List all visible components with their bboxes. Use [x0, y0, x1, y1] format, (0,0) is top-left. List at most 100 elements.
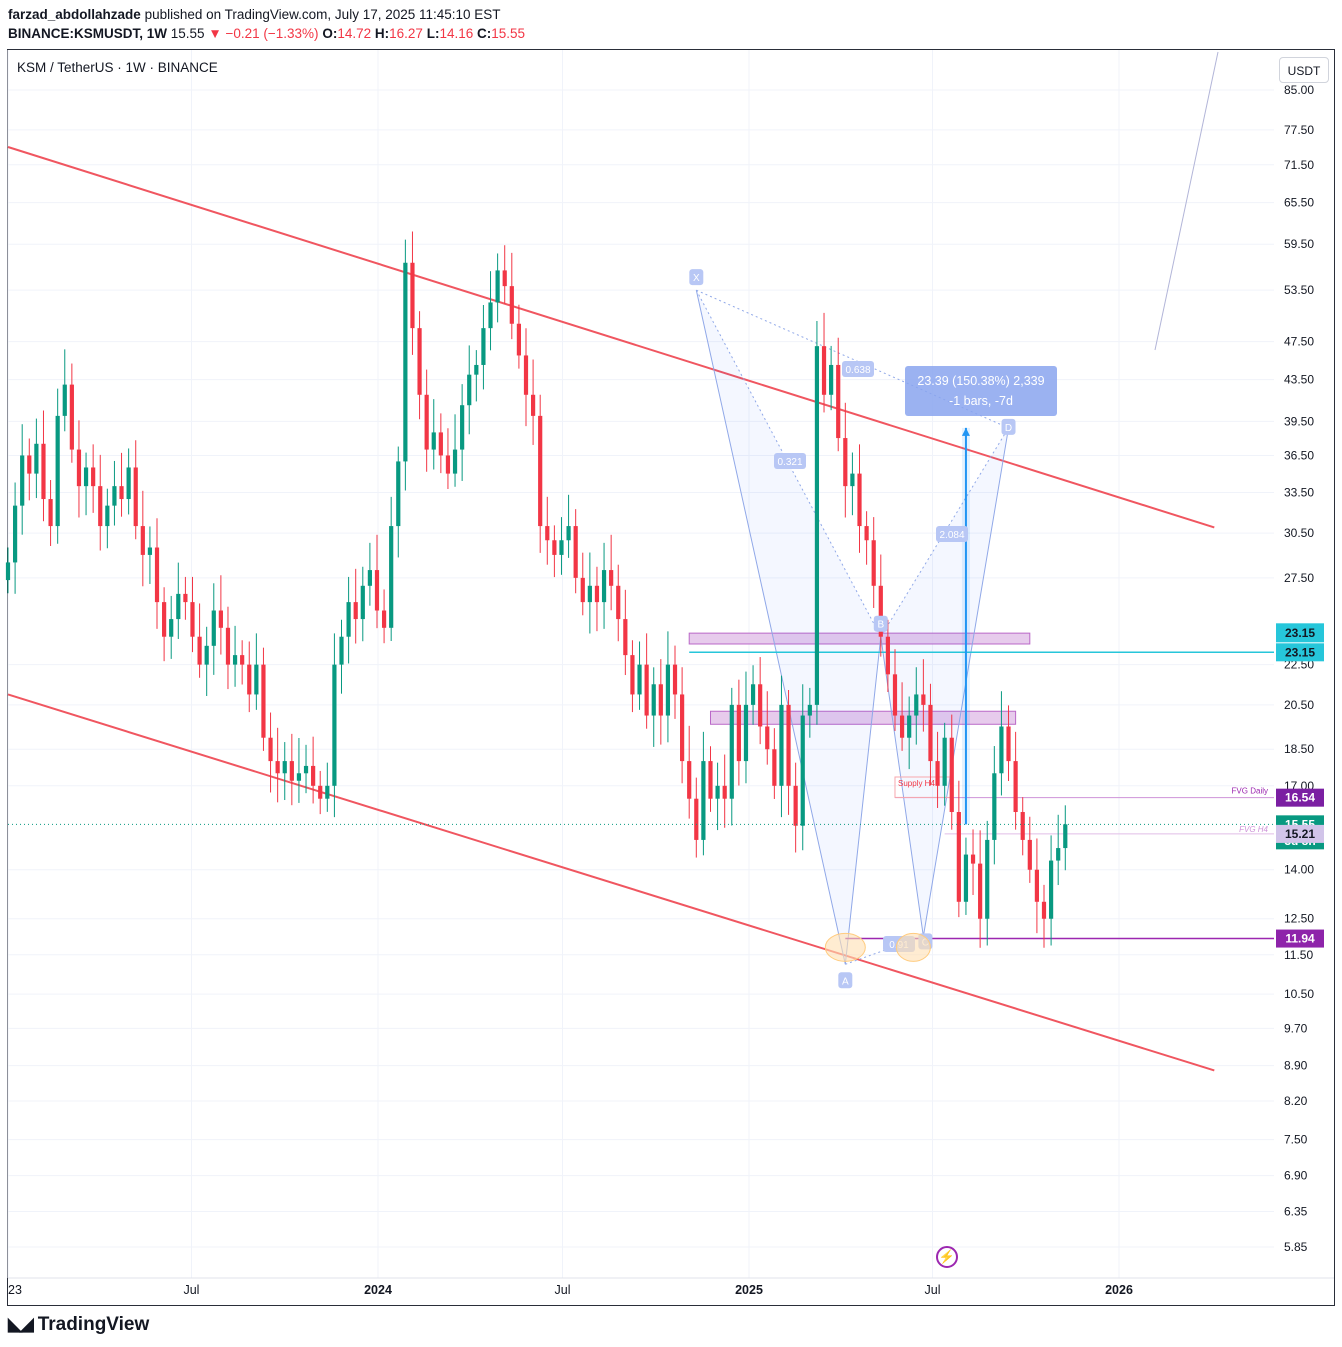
- price-tick-label: 59.50: [1284, 237, 1314, 251]
- candle-body: [403, 262, 408, 462]
- candle-body: [211, 610, 216, 646]
- candle-body: [601, 570, 607, 603]
- supply-zone: [688, 632, 1031, 645]
- candle-body: [360, 585, 365, 620]
- candle-body: [594, 585, 600, 603]
- candle-body: [169, 619, 174, 637]
- candle-body: [949, 737, 954, 813]
- candle-body: [530, 394, 536, 416]
- candle-body: [318, 785, 323, 799]
- candle-body: [892, 674, 898, 716]
- chart-legend: KSM / TetherUS · 1W · BINANCE: [17, 60, 218, 75]
- candle-body: [91, 467, 96, 487]
- time-tick-label: Jul: [925, 1283, 941, 1297]
- price-tick-label: 43.50: [1284, 373, 1314, 387]
- time-tick-label: 2025: [735, 1283, 763, 1297]
- currency-unit-button[interactable]: USDT: [1279, 57, 1329, 83]
- candle-body: [34, 443, 39, 474]
- candle-body: [658, 684, 663, 716]
- close-value: 15.55: [491, 26, 526, 41]
- ratio-label: 2.084: [939, 530, 964, 541]
- author-name[interactable]: farzad_abdollahzade: [8, 7, 141, 22]
- candle-body: [580, 577, 585, 603]
- candle-body: [353, 602, 358, 620]
- annotation-fvg-daily: FVG Daily: [1232, 787, 1268, 796]
- candle-body: [963, 854, 969, 902]
- candle-body: [474, 364, 479, 375]
- candle-body: [495, 270, 500, 303]
- candle-body: [154, 547, 160, 603]
- candle-body: [566, 526, 571, 541]
- candle-body: [758, 684, 763, 727]
- lightning-icon[interactable]: ⚡: [936, 1246, 958, 1268]
- price-tick-label: 33.50: [1284, 486, 1314, 500]
- candle-body: [126, 467, 131, 500]
- price-tick-label: 85.00: [1284, 83, 1314, 97]
- candle-body: [76, 449, 82, 487]
- trend-line: [1154, 51, 1219, 351]
- candle-body: [367, 570, 372, 586]
- open-label: O:: [322, 26, 338, 41]
- low-value: 14.16: [439, 26, 474, 41]
- candle-body: [985, 839, 990, 919]
- candle-body: [1034, 869, 1040, 902]
- price-tick-label: 27.50: [1284, 571, 1314, 585]
- candle-body: [133, 467, 138, 527]
- candle-body: [843, 438, 848, 487]
- price-tag-16-54-bg: [1276, 788, 1324, 807]
- candle-body: [637, 664, 642, 695]
- tradingview-logo[interactable]: ◣◢ TradingView: [8, 1314, 149, 1336]
- candle-body: [197, 636, 202, 665]
- candle-body: [552, 540, 557, 555]
- price-tick-label: 77.50: [1284, 123, 1314, 137]
- candle-body: [98, 486, 103, 527]
- harmonic-point-label: X: [693, 273, 700, 284]
- candle-body: [20, 455, 25, 506]
- chart-header: farzad_abdollahzade published on Trading…: [8, 5, 525, 43]
- measure-label-line1: 23.39 (150.38%) 2,339: [917, 374, 1044, 388]
- price-tick-label: 39.50: [1284, 414, 1314, 428]
- candle-body: [516, 323, 522, 356]
- bottom-highlight: [895, 932, 931, 962]
- candle-body: [162, 602, 167, 637]
- candle-body: [935, 761, 940, 786]
- candle-body: [829, 364, 834, 395]
- candle-body: [772, 749, 777, 786]
- price-tick-label: 6.90: [1284, 1169, 1308, 1183]
- price-tick-label: 8.90: [1284, 1059, 1308, 1073]
- candle-body: [885, 636, 890, 675]
- candle-body: [807, 704, 812, 716]
- candle-body: [644, 664, 649, 716]
- candle-body: [850, 473, 855, 487]
- publish-line: farzad_abdollahzade published on Trading…: [8, 5, 525, 24]
- price-tag-23-15-b: 23.15: [1285, 645, 1315, 659]
- candle-body: [410, 262, 415, 329]
- price-tick-label: 30.50: [1284, 526, 1314, 540]
- candle-body: [147, 547, 153, 555]
- candle-body: [694, 798, 699, 840]
- candle-body: [467, 374, 472, 406]
- candle-body: [736, 704, 741, 762]
- candle-body: [218, 610, 223, 628]
- candle-body: [5, 562, 11, 581]
- candle-body: [978, 863, 983, 919]
- harmonic-bd-line: [880, 427, 1009, 637]
- candle-body: [417, 328, 422, 395]
- price-tick-label: 14.00: [1284, 863, 1314, 877]
- candle-body: [27, 455, 32, 474]
- high-value: 16.27: [389, 26, 423, 41]
- harmonic-xd-line: [696, 289, 1009, 429]
- candle-body: [701, 761, 706, 840]
- candle-body: [907, 715, 912, 738]
- candle-body: [431, 432, 436, 450]
- price-tag-23-15-b-bg: [1276, 643, 1324, 662]
- candle-body: [672, 664, 678, 695]
- price-tag-11-94-bg: [1276, 929, 1324, 948]
- candle-body: [509, 286, 514, 324]
- price-tick-label: 10.50: [1284, 987, 1314, 1001]
- symbol-line: BINANCE:KSMUSDT, 1W 15.55 ▼ −0.21 (−1.33…: [8, 24, 525, 43]
- ratio-label: 0.321: [777, 457, 802, 468]
- price-tag-16-54: 16.54: [1285, 791, 1315, 805]
- candle-body: [609, 570, 614, 586]
